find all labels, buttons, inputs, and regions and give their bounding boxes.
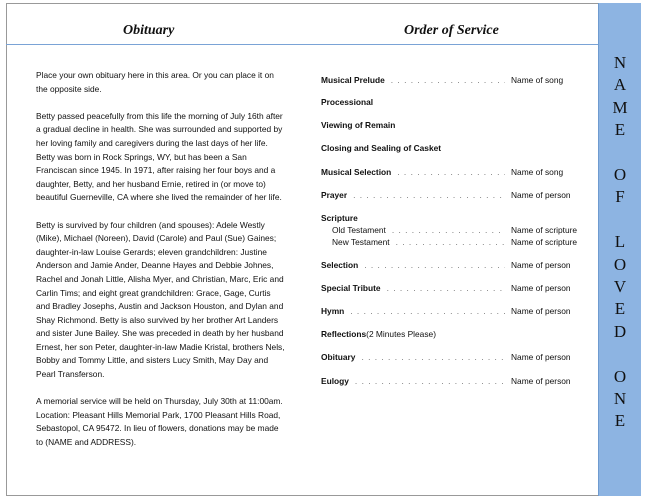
service-item: New Testament . . . . . . . . . . . . . .… (332, 237, 583, 248)
service-item-label: Reflections (321, 329, 367, 339)
service-item-label: Eulogy (321, 376, 349, 386)
sidebar-letter: N (613, 53, 627, 72)
sidebar-letter: O (613, 165, 627, 184)
obituary-paragraph: Betty passed peacefully from this life t… (36, 110, 283, 203)
dot-leader: . . . . . . . . . . . . . . . . . . . . … (395, 237, 505, 247)
header-rule (6, 44, 598, 45)
dot-leader: . . . . . . . . . . . . . . . . . . . . … (364, 260, 505, 270)
service-item-label: Obituary (321, 352, 356, 362)
service-item: Old Testament . . . . . . . . . . . . . .… (332, 225, 583, 236)
service-item-value: Name of person (511, 283, 571, 293)
obituary-text: Place your own obituary here in this are… (36, 69, 286, 463)
service-item: Viewing of Remain (321, 120, 583, 131)
service-item-value: Name of person (511, 352, 571, 362)
service-item-label: Selection (321, 260, 359, 270)
service-item-label: Musical Selection (321, 167, 392, 177)
sidebar-letter: F (615, 187, 625, 207)
sidebar-letter: V (613, 277, 627, 296)
service-item-label: Processional (321, 97, 374, 107)
service-item-label: Special Tribute (321, 283, 381, 293)
service-item-label: Prayer (321, 190, 348, 200)
dot-leader: . . . . . . . . . . . . . . . . . . . . … (353, 190, 505, 200)
service-item: Closing and Sealing of Casket (321, 143, 583, 154)
sidebar-letter: O (613, 366, 627, 386)
sidebar-letter: E (614, 411, 626, 431)
obituary-title: Obituary (123, 23, 175, 38)
service-item-value: Name of person (511, 260, 571, 270)
sidebar-letter (599, 143, 641, 163)
service-item: Musical Selection . . . . . . . . . . . .… (321, 167, 583, 178)
dot-leader: . . . . . . . . . . . . . . . . . . . . … (397, 167, 505, 177)
sidebar-letter: A (613, 75, 627, 95)
service-item: Processional (321, 97, 583, 108)
service-item-label: Hymn (321, 306, 345, 316)
dot-leader: . . . . . . . . . . . . . . . . . . . . … (354, 376, 505, 386)
service-item: Reflections (2 Minutes Please) (321, 329, 583, 340)
obituary-paragraph: A memorial service will be held on Thurs… (36, 396, 283, 448)
service-item-value: Name of person (511, 376, 571, 386)
service-item-label: Musical Prelude (321, 75, 385, 85)
sidebar-letter: E (614, 120, 626, 140)
service-item-note: (2 Minutes Please) (366, 329, 436, 339)
obituary-paragraph: Place your own obituary here in this are… (36, 70, 274, 94)
order-of-service-title: Order of Service (404, 23, 499, 38)
service-item-label: Closing and Sealing of Casket (321, 143, 442, 153)
service-item: Prayer . . . . . . . . . . . . . . . . . … (321, 190, 583, 201)
sidebar-letter: O (613, 254, 627, 274)
service-item-label: Scripture (321, 213, 358, 223)
service-item: Musical Prelude . . . . . . . . . . . . .… (321, 75, 583, 86)
service-item-value: Name of song (511, 75, 564, 85)
sidebar-letter: D (613, 321, 627, 341)
service-item-value: Name of person (511, 306, 571, 316)
service-item: Obituary . . . . . . . . . . . . . . . . … (321, 352, 583, 363)
service-item: Scripture (321, 213, 583, 224)
service-item-label: Old Testament (332, 225, 386, 235)
dot-leader: . . . . . . . . . . . . . . . . . . . . … (391, 225, 505, 235)
service-item: Eulogy . . . . . . . . . . . . . . . . . … (321, 376, 583, 387)
service-item-value: Name of song (511, 167, 564, 177)
sidebar-letter: N (613, 389, 627, 408)
service-item-value: Name of scripture (511, 237, 578, 247)
obituary-paragraph: Betty is survived by four children (and … (36, 219, 285, 380)
service-item-value: Name of person (511, 190, 571, 200)
sidebar-letter (599, 344, 641, 364)
sidebar-letter: M (612, 97, 628, 117)
service-item: Selection . . . . . . . . . . . . . . . .… (321, 260, 583, 271)
dot-leader: . . . . . . . . . . . . . . . . . . . . … (390, 75, 505, 85)
service-item-label: Viewing of Remain (321, 120, 396, 130)
dot-leader: . . . . . . . . . . . . . . . . . . . . … (350, 306, 505, 316)
sidebar-letter: E (614, 299, 626, 319)
sidebar-letter: L (614, 232, 626, 252)
service-item: Hymn . . . . . . . . . . . . . . . . . . … (321, 306, 583, 317)
service-item: Special Tribute . . . . . . . . . . . . .… (321, 283, 583, 294)
service-item-value: Name of scripture (511, 225, 578, 235)
service-item-label: New Testament (332, 237, 390, 247)
sidebar-letter (599, 210, 641, 230)
program-page (6, 3, 598, 496)
dot-leader: . . . . . . . . . . . . . . . . . . . . … (361, 352, 505, 362)
dot-leader: . . . . . . . . . . . . . . . . . . . . … (386, 283, 505, 293)
